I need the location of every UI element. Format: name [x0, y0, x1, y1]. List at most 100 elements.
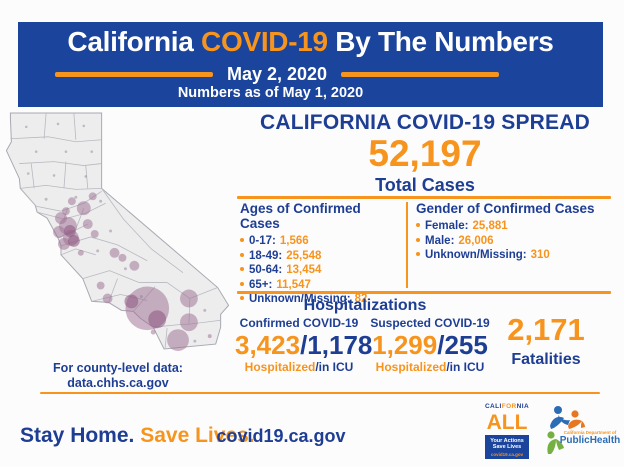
- gender-label: Male:: [425, 234, 455, 247]
- page-title: California COVID-19 By The Numbers: [18, 26, 603, 58]
- gender-title: Gender of Confirmed Cases: [416, 201, 595, 216]
- age-value: 82: [354, 293, 368, 306]
- california-county-map: [5, 112, 230, 352]
- age-value: 11,547: [276, 278, 311, 291]
- gender-value: 310: [530, 249, 550, 262]
- age-value: 13,454: [286, 264, 322, 277]
- county-data-link[interactable]: data.chhs.ca.gov: [67, 375, 169, 390]
- age-label: Unknown/Missing:: [249, 293, 351, 306]
- save-lives-text: Save Lives.: [140, 424, 255, 447]
- cdph-publichealth-text: PublicHealth: [559, 435, 621, 446]
- bullet-icon: [240, 238, 244, 242]
- list-item: Unknown/Missing: 82: [240, 293, 402, 305]
- gender-label: Female:: [425, 220, 469, 232]
- age-label: 0-17:: [249, 235, 276, 247]
- bullet-icon: [240, 281, 244, 286]
- suspected-numbers: 1,299/255: [366, 330, 494, 360]
- hospitalizations-title: Hospitalizations: [303, 297, 427, 314]
- for-text: FOR: [501, 403, 517, 410]
- suspected-icu-value: /255: [437, 330, 488, 360]
- bullet-icon: [240, 252, 244, 257]
- tagline-line2: Save Lives: [492, 444, 522, 450]
- california-map-svg: [5, 112, 230, 352]
- gender-value: 25,881: [472, 220, 508, 232]
- bullet-icon: [240, 296, 244, 301]
- list-item: 18-49: 25,548: [240, 250, 402, 262]
- map-caption: For county-level data: data.chhs.ca.gov: [30, 361, 206, 390]
- suspected-label: Suspected COVID-19: [370, 316, 490, 330]
- confirmed-icu-value: /1,178: [300, 330, 373, 360]
- title-highlight: COVID-19: [201, 26, 328, 57]
- bullet-icon: [416, 252, 420, 257]
- date-divider-left: [54, 72, 213, 77]
- date-row: May 2, 2020: [44, 64, 510, 85]
- hospitalized-text: Hospitalized: [244, 360, 316, 374]
- in-icu-text: /in ICU: [315, 360, 354, 374]
- header-banner: California COVID-19 By The Numbers May 2…: [18, 22, 603, 107]
- gender-label: Unknown/Missing:: [425, 249, 527, 262]
- bullet-icon: [240, 267, 244, 272]
- map-caption-line1: For county-level data:: [53, 361, 183, 375]
- total-cases-label: Total Cases: [375, 175, 475, 195]
- spread-title: CALIFORNIA COVID-19 SPREAD: [260, 111, 590, 134]
- suspected-hospitalized-value: 1,299: [372, 330, 438, 360]
- bullet-icon: [416, 237, 420, 242]
- fatalities-value: 2,171: [507, 312, 585, 347]
- list-item: Female: 25,881: [416, 220, 612, 232]
- gender-section: Gender of Confirmed Cases Female: 25,881 …: [416, 201, 612, 264]
- cdph-text-block: California Department of PublicHealth: [558, 430, 622, 446]
- confirmed-numbers: 3,423/1,178: [235, 330, 372, 360]
- list-item: 65+: 11,547: [240, 279, 402, 291]
- divider-top: [237, 196, 611, 199]
- age-label: 65+:: [249, 278, 273, 291]
- california-all-logo: CALIFORNIA ALL Your Actions Save Lives c…: [483, 403, 531, 459]
- tagline-url: covid19.ca.gov: [490, 451, 524, 457]
- california-all-wordmark: CALIFORNIA: [483, 403, 531, 411]
- divider-vertical: [406, 202, 408, 288]
- title-part1: California: [67, 26, 202, 57]
- date-divider-right: [341, 72, 500, 77]
- stay-home-text: Stay Home.: [20, 424, 135, 447]
- divider-middle: [237, 291, 611, 294]
- list-item: 0-17: 1,566: [240, 235, 402, 247]
- cali-text: CALI: [484, 403, 502, 410]
- gender-value: 26,006: [458, 234, 494, 247]
- age-value: 25,548: [286, 249, 322, 262]
- all-text: ALL: [486, 410, 528, 434]
- fatalities-label: Fatalities: [511, 351, 581, 368]
- age-label: 50-64:: [249, 264, 283, 277]
- tagline-line1: Your Actions: [490, 437, 524, 444]
- stay-home-message: Stay Home. Save Lives.: [20, 424, 255, 448]
- california-all-tagline-box: Your Actions Save Lives covid19.ca.gov: [485, 434, 529, 459]
- age-label: 18-49:: [249, 249, 283, 262]
- ages-title: Ages of Confirmed Cases: [240, 201, 361, 231]
- total-cases-value: 52,197: [368, 133, 482, 174]
- case-bubbles-dense: [63, 225, 167, 329]
- suspected-sublabel: Hospitalized/in ICU: [366, 360, 494, 374]
- cdph-logo: California Department of PublicHealth: [544, 402, 622, 462]
- bullet-icon: [416, 223, 420, 227]
- title-part2: By The Numbers: [327, 26, 554, 57]
- confirmed-label: Confirmed COVID-19: [239, 316, 359, 330]
- fatalities-section: 2,171 Fatalities: [495, 313, 597, 369]
- confirmed-hospitalized-value: 3,423: [235, 330, 301, 360]
- nia-text: NIA: [516, 403, 530, 410]
- confirmed-hospitalizations: Confirmed COVID-19 3,423/1,178 Hospitali…: [235, 316, 372, 374]
- in-icu-text: /in ICU: [446, 360, 485, 374]
- divider-bottom: [40, 392, 600, 394]
- as-of-date: Numbers as of May 1, 2020: [177, 85, 364, 101]
- covid19-url-link[interactable]: covid19.ca.gov: [216, 426, 346, 446]
- report-date: May 2, 2020: [226, 64, 328, 84]
- hospitalized-text: Hospitalized: [375, 360, 447, 374]
- suspected-hospitalizations: Suspected COVID-19 1,299/255 Hospitalize…: [366, 316, 494, 374]
- california-outline: [5, 112, 230, 350]
- cdph-figures-icon: [547, 406, 585, 454]
- ages-section: Ages of Confirmed Cases 0-17: 1,566 18-49…: [240, 201, 402, 308]
- list-item: 50-64: 13,454: [240, 264, 402, 276]
- list-item: Male: 26,006: [416, 235, 612, 247]
- confirmed-sublabel: Hospitalized/in ICU: [235, 360, 363, 374]
- cdph-department-text: California Department of: [563, 430, 617, 435]
- age-value: 1,566: [279, 235, 309, 247]
- list-item: Unknown/Missing: 310: [416, 249, 612, 261]
